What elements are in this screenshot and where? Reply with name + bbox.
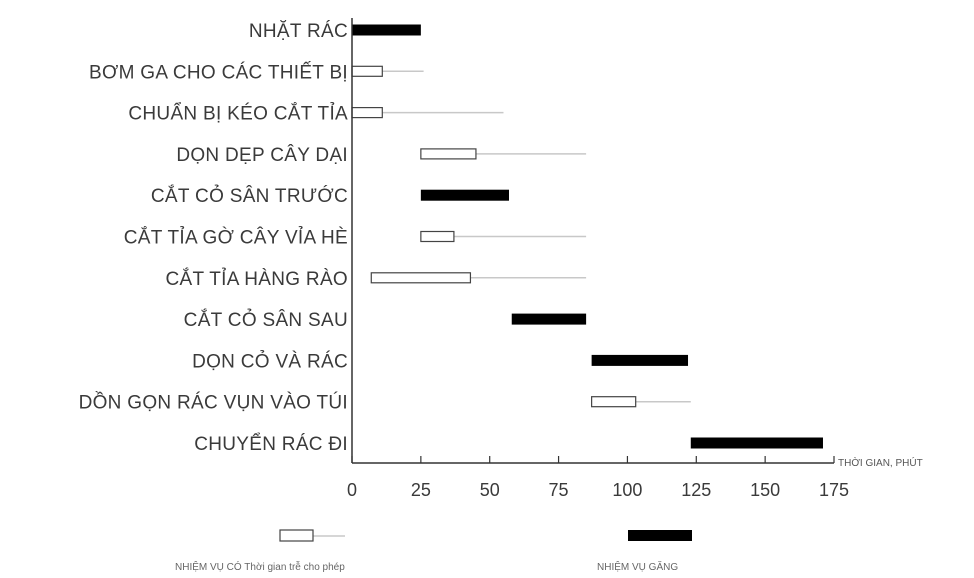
slack-task-bar <box>370 272 472 284</box>
x-tick-label: 50 <box>480 480 500 500</box>
x-axis-title: THỜI GIAN, PHÚT <box>838 456 923 469</box>
critical-task-bar <box>420 189 509 201</box>
x-ticks: 0 25 50 75 100 125 150 175 <box>347 456 849 500</box>
slack-task-bar <box>351 65 383 77</box>
x-tick-label: 125 <box>681 480 711 500</box>
x-tick-label: 100 <box>612 480 642 500</box>
task-label: DỒN GỌN RÁC VỤN VÀO TÚI <box>79 392 348 414</box>
critical-task-bar <box>511 313 587 325</box>
legend-slack-label: NHIỆM VỤ CÓ Thời gian trễ cho phép <box>175 560 345 573</box>
slack-task-bar <box>591 396 637 408</box>
critical-task-bar <box>352 24 421 36</box>
task-label: CHUẨN BỊ KÉO CẮT TỈA <box>128 103 348 125</box>
task-label: CẮT TỈA HÀNG RÀO <box>165 268 348 290</box>
x-tick-label: 0 <box>347 480 357 500</box>
task-label: NHẶT RÁC <box>249 21 348 42</box>
task-label: DỌN CỎ VÀ RÁC <box>192 350 348 372</box>
critical-task-bar <box>690 437 823 449</box>
x-tick-label: 175 <box>819 480 849 500</box>
task-label: DỌN DẸP CÂY DẠI <box>176 144 348 166</box>
legend-critical-label: NHIỆM VỤ GĂNG <box>597 560 678 573</box>
legend-critical-swatch <box>628 530 692 541</box>
task-label: BƠM GA CHO CÁC THIẾT BỊ <box>89 61 348 83</box>
slack-task-bar <box>420 230 455 243</box>
task-label: CẮT CỎ SÂN TRƯỚC <box>151 185 348 207</box>
task-labels: NHẶT RÁC BƠM GA CHO CÁC THIẾT BỊ CHUẨN BỊ … <box>79 21 348 455</box>
task-label: CẮT CỎ SÂN SAU <box>184 309 348 331</box>
slack-task-bar <box>351 106 383 119</box>
x-tick-label: 75 <box>549 480 569 500</box>
legend: NHIỆM VỤ CÓ Thời gian trễ cho phép NHIỆM… <box>175 529 692 573</box>
task-label: CHUYỂN RÁC ĐI <box>194 433 348 455</box>
axes <box>351 18 834 464</box>
x-tick-label: 150 <box>750 480 780 500</box>
task-label: CẮT TỈA GỜ CÂY VỈA HÈ <box>124 227 348 249</box>
slack-task-bar <box>420 148 477 160</box>
task-bars <box>351 24 823 449</box>
critical-task-bar <box>591 354 689 366</box>
legend-slack-swatch <box>279 529 314 542</box>
x-tick-label: 25 <box>411 480 431 500</box>
